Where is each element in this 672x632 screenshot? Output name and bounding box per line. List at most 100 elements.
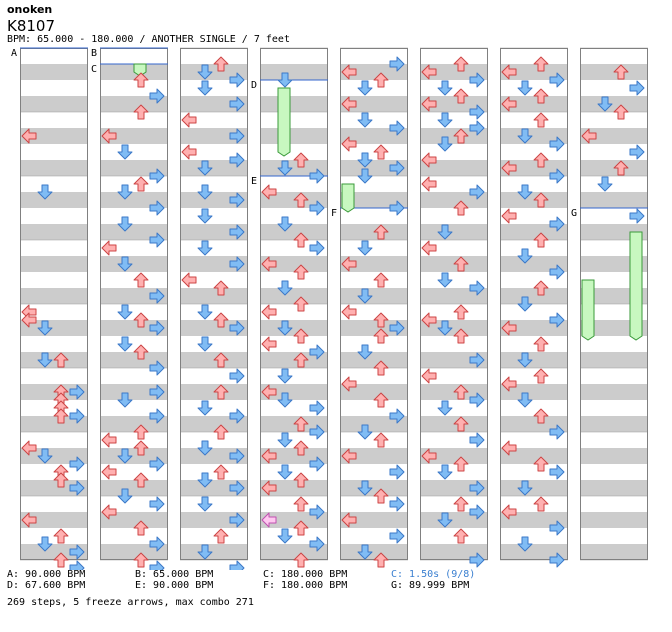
column-stripe — [340, 352, 408, 368]
arrow-shape — [293, 264, 309, 280]
column-stripe — [500, 480, 568, 496]
arrow-shape — [533, 56, 549, 72]
step-arrow-down-icon — [277, 368, 293, 384]
column-stripe — [100, 320, 168, 336]
arrow-shape — [261, 384, 277, 400]
step-arrow-up-icon — [373, 272, 389, 288]
column-stripe — [20, 544, 88, 560]
arrow-shape — [293, 520, 309, 536]
column-stripe — [100, 384, 168, 400]
arrow-shape — [469, 504, 485, 520]
column-stripe — [340, 480, 408, 496]
step-arrow-left-icon — [181, 272, 197, 288]
step-arrow-right-icon — [309, 504, 325, 520]
step-arrow-left-icon — [421, 64, 437, 80]
step-arrow-up-icon — [213, 424, 229, 440]
arrow-shape — [501, 160, 517, 176]
song-title: K8107 — [7, 17, 56, 35]
step-arrow-right-icon — [149, 560, 165, 570]
arrow-shape — [517, 392, 533, 408]
arrow-shape — [117, 216, 133, 232]
column-border — [500, 48, 568, 560]
chart-column — [20, 47, 88, 561]
column-stripe — [420, 160, 488, 176]
step-arrow-up-icon — [133, 520, 149, 536]
arrow-shape — [117, 336, 133, 352]
column-stripe — [500, 288, 568, 304]
arrow-shape — [149, 408, 165, 424]
arrow-shape — [437, 80, 453, 96]
arrow-shape — [69, 384, 85, 400]
arrow-shape — [501, 96, 517, 112]
arrow-shape — [517, 128, 533, 144]
column-stripe — [180, 128, 248, 144]
column-stripe — [340, 448, 408, 464]
arrow-shape — [549, 464, 565, 480]
step-arrow-right-icon — [389, 320, 405, 336]
step-arrow-down-icon — [357, 288, 373, 304]
arrow-shape — [229, 96, 245, 112]
step-arrow-left-icon — [501, 96, 517, 112]
step-arrow-right-icon — [389, 496, 405, 512]
step-arrow-down-icon — [117, 392, 133, 408]
step-arrow-up-icon — [213, 384, 229, 400]
arrow-shape — [389, 496, 405, 512]
column-stripe — [180, 416, 248, 432]
step-arrow-right-icon — [629, 80, 645, 96]
step-arrow-down-icon — [117, 184, 133, 200]
step-arrow-up-icon — [453, 328, 469, 344]
column-stripe — [420, 512, 488, 528]
step-arrow-down-icon — [517, 80, 533, 96]
arrow-shape — [453, 56, 469, 72]
arrow-shape — [517, 536, 533, 552]
arrow-shape — [533, 496, 549, 512]
arrow-shape — [533, 88, 549, 104]
arrow-shape — [133, 472, 149, 488]
column-stripe — [180, 544, 248, 560]
step-arrow-right-icon — [549, 72, 565, 88]
arrow-shape — [437, 400, 453, 416]
step-arrow-up-icon — [133, 424, 149, 440]
step-arrow-up-icon — [533, 496, 549, 512]
arrow-shape — [277, 368, 293, 384]
step-arrow-right-icon — [389, 200, 405, 216]
column-stripe — [180, 480, 248, 496]
step-arrow-right-icon — [549, 168, 565, 184]
arrow-shape — [21, 312, 37, 328]
arrow-shape — [469, 352, 485, 368]
arrow-shape — [517, 248, 533, 264]
step-arrow-down-icon — [357, 544, 373, 560]
step-arrow-right-icon — [69, 544, 85, 560]
column-stripe — [340, 64, 408, 80]
step-arrow-down-icon — [37, 536, 53, 552]
arrow-shape — [261, 336, 277, 352]
step-arrow-right-icon — [229, 512, 245, 528]
column-stripe — [580, 128, 648, 144]
column-stripe — [500, 160, 568, 176]
arrow-shape — [533, 408, 549, 424]
step-arrow-right-icon — [389, 408, 405, 424]
arrow-shape — [373, 488, 389, 504]
step-arrow-right-icon — [149, 288, 165, 304]
step-arrow-right-icon — [149, 360, 165, 376]
column-stripe — [340, 160, 408, 176]
arrow-shape — [261, 256, 277, 272]
arrow-shape — [341, 64, 357, 80]
arrow-shape — [533, 368, 549, 384]
step-arrow-right-icon — [549, 264, 565, 280]
column-stripe — [20, 480, 88, 496]
column-stripe — [420, 320, 488, 336]
chart-column — [180, 47, 248, 561]
column-stripe — [500, 352, 568, 368]
arrow-shape — [197, 304, 213, 320]
column-stripe — [500, 96, 568, 112]
step-arrow-right-icon — [389, 528, 405, 544]
step-arrow-down-icon — [197, 240, 213, 256]
step-arrow-right-icon — [549, 136, 565, 152]
arrow-shape — [309, 168, 325, 184]
arrow-shape — [357, 112, 373, 128]
step-arrow-right-icon — [549, 464, 565, 480]
column-stripe — [20, 192, 88, 208]
arrow-shape — [421, 240, 437, 256]
arrow-shape — [501, 504, 517, 520]
